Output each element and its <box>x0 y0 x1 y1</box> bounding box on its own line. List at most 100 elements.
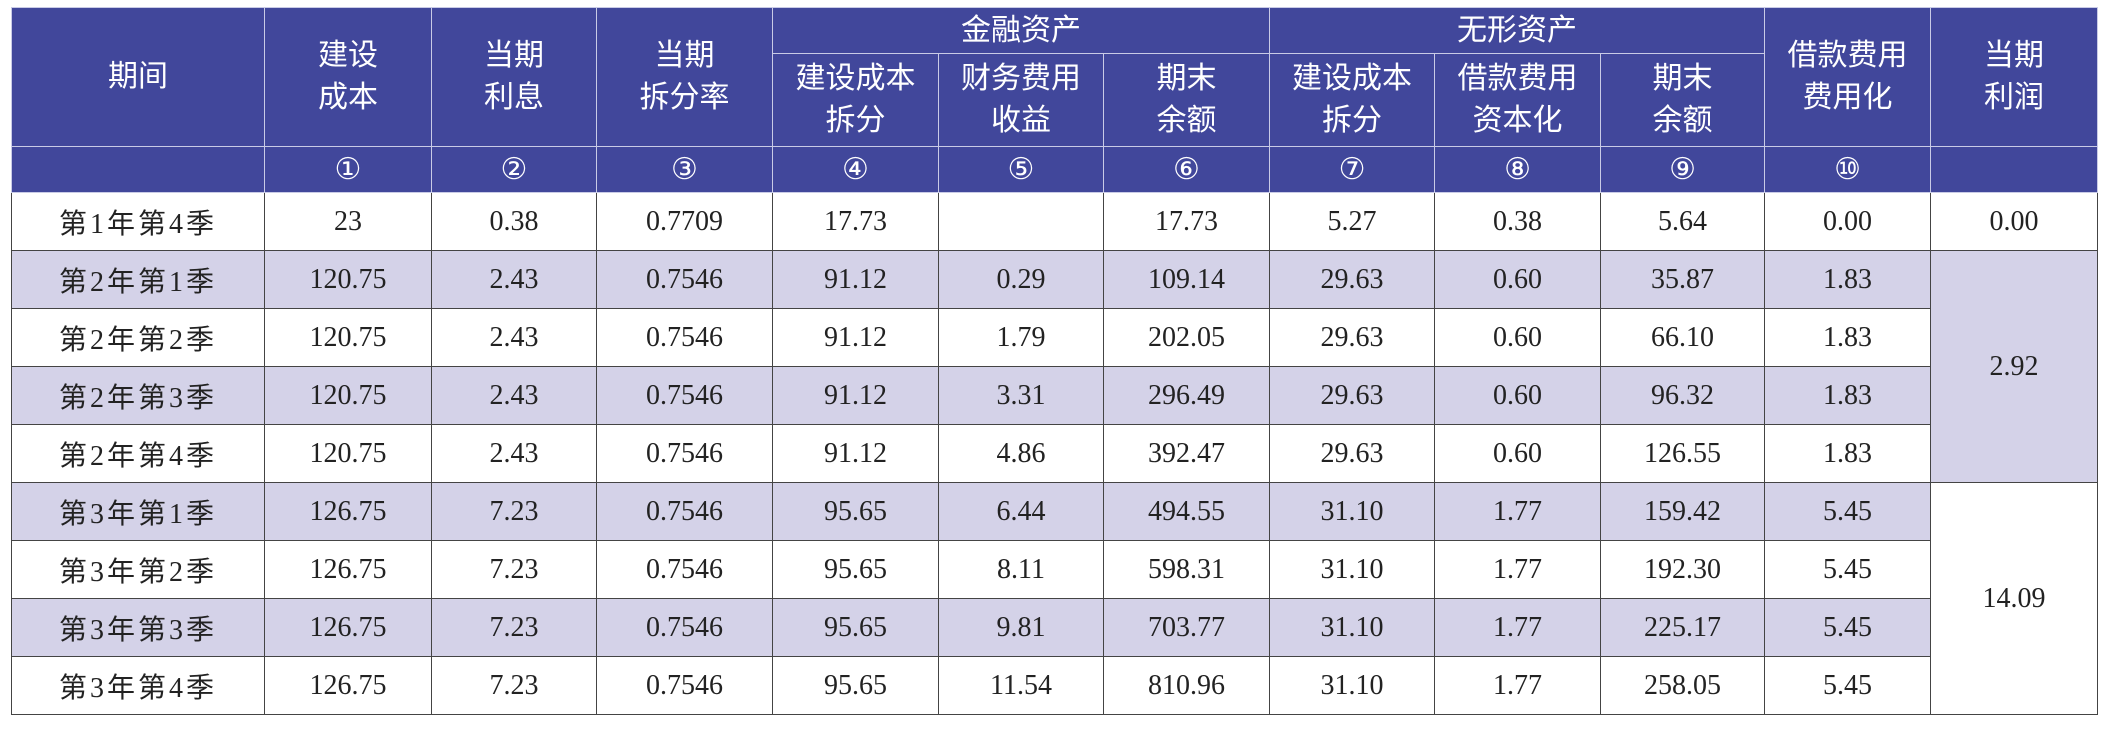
number-cell: ⑩ <box>1764 146 1932 193</box>
value-cell: 0.7546 <box>596 308 773 367</box>
table-row: 第3年第4季 126.75 7.23 0.7546 95.65 11.54 810.96 31… <box>11 656 2098 715</box>
value-cell: 0.7546 <box>596 424 773 483</box>
value-cell: 31.10 <box>1269 482 1436 541</box>
value-cell: 2.43 <box>431 308 597 367</box>
value-cell: 2.43 <box>431 424 597 483</box>
value-cell: 5.45 <box>1764 598 1932 657</box>
value-cell: 109.14 <box>1102 250 1271 309</box>
profit-cell: 0.00 <box>1930 192 2099 251</box>
value-cell: 95.65 <box>772 482 939 541</box>
value-cell: 126.75 <box>264 540 432 599</box>
period-cell: 第2年第2季 <box>11 308 265 367</box>
value-cell: 5.45 <box>1764 656 1932 715</box>
value-cell: 29.63 <box>1269 424 1436 483</box>
value-cell: 2.43 <box>431 366 597 425</box>
value-cell: 120.75 <box>264 366 432 425</box>
value-cell: 17.73 <box>772 192 939 251</box>
header-line: 建设 <box>318 38 378 73</box>
value-cell: 1.83 <box>1764 250 1932 309</box>
header-line: 资本化 <box>1472 103 1563 138</box>
value-cell: 126.75 <box>264 656 432 715</box>
value-cell: 1.77 <box>1434 482 1602 541</box>
table-row: 第1年第4季 23 0.38 0.7709 17.73 17.73 5.27 0.38 5.64… <box>11 192 2099 251</box>
period-cell: 第2年第1季 <box>11 250 265 309</box>
value-cell: 8.11 <box>938 540 1104 599</box>
number-cell: ④ <box>772 146 939 193</box>
value-cell: 1.77 <box>1434 656 1602 715</box>
header-line: 当期 <box>1984 38 2045 73</box>
value-cell: 0.7546 <box>596 250 773 309</box>
number-cell: ③ <box>596 146 773 193</box>
value-cell: 1.83 <box>1764 308 1932 367</box>
profit-cell: 14.09 <box>1930 482 2099 715</box>
header-line: 费用化 <box>1802 80 1893 115</box>
value-cell: 1.83 <box>1764 366 1932 425</box>
value-cell: 120.75 <box>264 250 432 309</box>
value-cell: 6.44 <box>938 482 1104 541</box>
header-line: 建设成本 <box>795 61 916 96</box>
number-cell: ① <box>264 146 432 193</box>
value-cell: 31.10 <box>1269 656 1436 715</box>
value-cell: 29.63 <box>1269 366 1436 425</box>
table-body: 第1年第4季 23 0.38 0.7709 17.73 17.73 5.27 0.38 5.64… <box>11 192 2099 715</box>
column-header: 当期 利润 <box>1930 7 2099 147</box>
column-header: 当期 拆分率 <box>596 7 773 147</box>
value-cell: 258.05 <box>1600 656 1766 715</box>
header-line: 利息 <box>484 80 544 115</box>
value-cell: 91.12 <box>772 250 939 309</box>
value-cell: 598.31 <box>1102 540 1271 599</box>
header-line: 收益 <box>991 103 1051 138</box>
column-header: 建设成本 拆分 <box>1269 53 1436 147</box>
value-cell: 202.05 <box>1102 308 1271 367</box>
value-cell: 91.12 <box>772 308 939 367</box>
column-header: 建设成本 拆分 <box>772 53 939 147</box>
number-cell: ⑨ <box>1600 146 1766 193</box>
value-cell: 31.10 <box>1269 540 1436 599</box>
period-cell: 第3年第1季 <box>11 482 265 541</box>
table-row: 第2年第3季 120.75 2.43 0.7546 91.12 3.31 296.49 29.… <box>11 366 2098 425</box>
table-row: 第2年第1季 120.75 2.43 0.7546 91.12 0.29 109.14 29.… <box>11 250 2099 483</box>
value-cell: 4.86 <box>938 424 1104 483</box>
value-cell: 494.55 <box>1102 482 1271 541</box>
value-cell: 91.12 <box>772 424 939 483</box>
value-cell: 5.64 <box>1600 192 1766 251</box>
value-cell: 0.7709 <box>596 192 773 251</box>
group-header: 金融资产 <box>771 7 1271 54</box>
value-cell: 703.77 <box>1102 598 1271 657</box>
period-cell: 第3年第2季 <box>11 540 265 599</box>
value-cell: 7.23 <box>431 656 597 715</box>
value-cell: 0.00 <box>1764 192 1932 251</box>
value-cell: 35.87 <box>1600 250 1766 309</box>
value-cell: 1.79 <box>938 308 1104 367</box>
number-cell: ⑥ <box>1102 146 1271 193</box>
value-cell: 0.60 <box>1434 366 1602 425</box>
value-cell: 96.32 <box>1600 366 1766 425</box>
header-line: 当期 <box>654 38 715 73</box>
header-line: 借款费用 <box>1457 61 1578 96</box>
number-cell: ② <box>431 146 597 193</box>
column-header: 当期 利息 <box>431 7 597 147</box>
header-line: 拆分 <box>825 103 886 138</box>
value-cell: 7.23 <box>431 482 597 541</box>
value-cell: 0.60 <box>1434 424 1602 483</box>
value-cell: 159.42 <box>1600 482 1766 541</box>
period-cell: 第2年第4季 <box>11 424 265 483</box>
value-cell: 0.60 <box>1434 250 1602 309</box>
number-cell <box>1930 146 2099 193</box>
value-cell: 5.45 <box>1764 540 1932 599</box>
value-cell: 225.17 <box>1600 598 1766 657</box>
value-cell: 23 <box>264 192 432 251</box>
header-row: 期间 建设 成本 当期 利息 当期 拆分率 金融资产 无形资产 借款费用 费用化 当期 利润 <box>11 7 2099 147</box>
header-line: 余额 <box>1156 103 1217 138</box>
column-header: 建设 成本 <box>264 7 432 147</box>
value-cell: 0.38 <box>1434 192 1602 251</box>
value-cell: 0.60 <box>1434 308 1602 367</box>
value-cell: 126.75 <box>264 482 432 541</box>
number-cell <box>11 146 265 193</box>
value-cell: 192.30 <box>1600 540 1766 599</box>
value-cell: 0.38 <box>431 192 597 251</box>
value-cell: 11.54 <box>938 656 1104 715</box>
column-header: 期间 <box>11 7 265 147</box>
value-cell: 9.81 <box>938 598 1104 657</box>
